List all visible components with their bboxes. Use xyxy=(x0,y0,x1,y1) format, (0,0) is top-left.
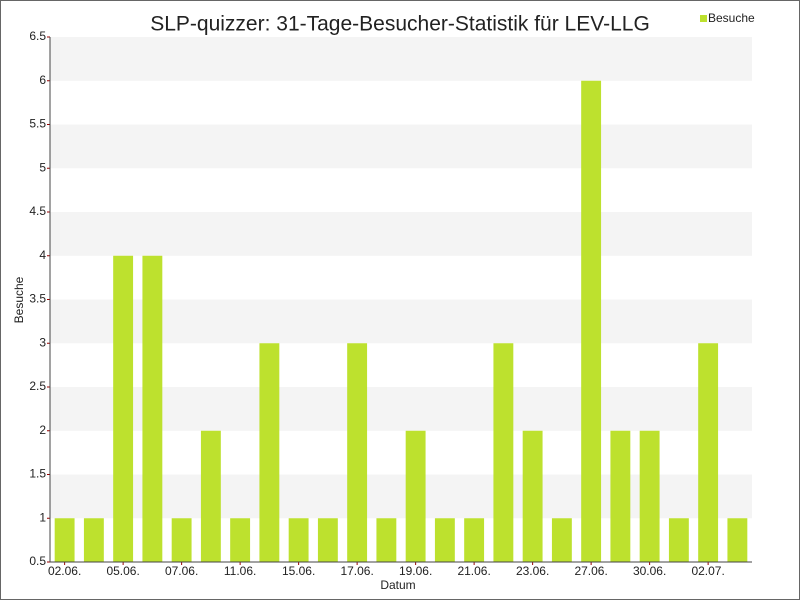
grid-band xyxy=(50,212,752,256)
legend-swatch xyxy=(700,15,707,22)
bar xyxy=(581,80,602,562)
legend-label: Besuche xyxy=(708,11,755,25)
bar xyxy=(464,518,485,562)
x-tick-label: 02.07. xyxy=(691,564,724,578)
y-tick-label: 3.5 xyxy=(29,292,46,306)
bar xyxy=(54,518,75,562)
y-tick-label: 5 xyxy=(39,160,46,174)
grid-band xyxy=(50,37,752,81)
bar xyxy=(83,518,104,562)
grid-band xyxy=(50,299,752,344)
y-tick-label: 2 xyxy=(39,423,46,437)
bar xyxy=(493,343,514,562)
bar xyxy=(288,518,309,562)
bar xyxy=(522,430,543,562)
bar xyxy=(668,518,689,562)
y-tick-label: 1.5 xyxy=(29,467,46,481)
bar xyxy=(230,518,251,562)
bar xyxy=(113,255,134,562)
x-tick-label: 27.06. xyxy=(574,564,607,578)
bar xyxy=(405,430,426,562)
y-tick-label: 0.5 xyxy=(29,554,46,568)
bar xyxy=(142,255,163,562)
y-tick-label: 4.5 xyxy=(29,204,46,218)
bar xyxy=(259,343,280,562)
x-tick-label: 15.06. xyxy=(282,564,315,578)
y-tick-label: 5.5 xyxy=(29,117,46,131)
chart-title: SLP-quizzer: 31-Tage-Besucher-Statistik … xyxy=(150,13,650,36)
bar xyxy=(727,518,748,562)
y-tick-label: 3 xyxy=(39,335,46,349)
y-tick-label: 2.5 xyxy=(29,379,46,393)
grid-band xyxy=(50,124,752,169)
y-tick-label: 6.5 xyxy=(29,29,46,43)
x-tick-label: 07.06. xyxy=(165,564,198,578)
bar xyxy=(376,518,397,562)
grid-band xyxy=(50,387,752,431)
x-tick-label: 11.06. xyxy=(224,564,256,578)
bar xyxy=(171,518,192,562)
x-tick-label: 30.06. xyxy=(633,564,666,578)
x-tick-label: 02.06. xyxy=(48,564,81,578)
y-axis-label: Besuche xyxy=(12,276,26,323)
x-axis-label: Datum xyxy=(380,578,415,592)
bar xyxy=(551,518,572,562)
bar xyxy=(347,343,368,562)
x-tick-label: 19.06. xyxy=(399,564,432,578)
bar xyxy=(317,518,338,562)
bar xyxy=(434,518,455,562)
x-tick-label: 17.06. xyxy=(340,564,373,578)
bar xyxy=(698,343,719,562)
bar xyxy=(200,430,221,562)
bar xyxy=(610,430,631,562)
y-tick-label: 1 xyxy=(39,510,46,524)
x-tick-label: 05.06. xyxy=(106,564,139,578)
x-tick-label: 21.06. xyxy=(457,564,490,578)
x-tick-label: 23.06. xyxy=(516,564,549,578)
y-tick-label: 6 xyxy=(39,73,46,87)
y-tick-label: 4 xyxy=(39,248,46,262)
bar xyxy=(639,430,660,562)
grid-band xyxy=(50,474,752,519)
